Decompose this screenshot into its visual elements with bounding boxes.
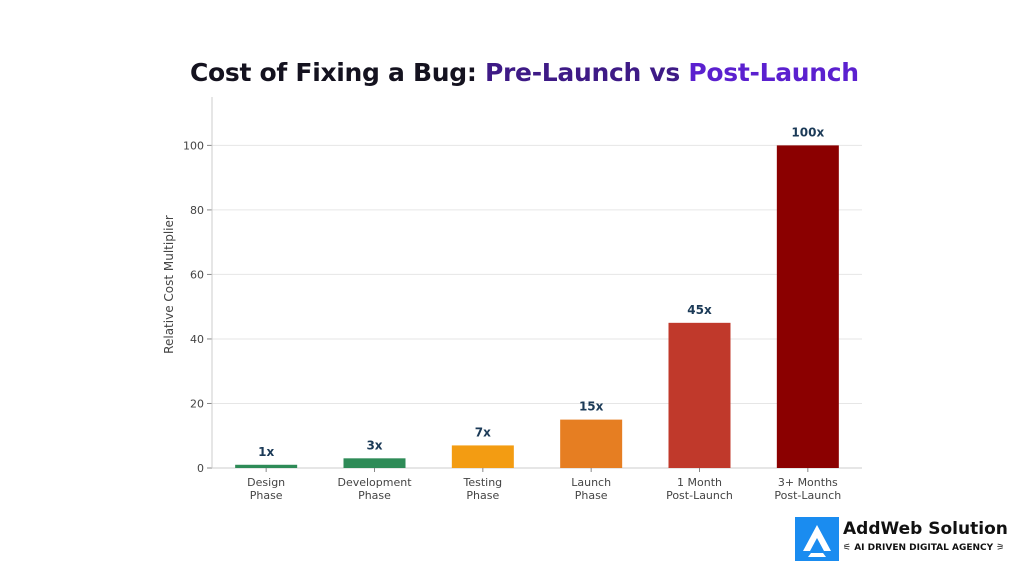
- bar-data-label: 3x: [366, 438, 382, 452]
- title-part-2: Pre-Launch vs: [484, 58, 689, 87]
- x-tick-label: 1 Month: [677, 476, 722, 489]
- x-tick-label: Phase: [358, 489, 391, 502]
- y-tick-label: 20: [190, 397, 204, 410]
- brand-block[interactable]: AddWeb Solution ⚟ AI DRIVEN DIGITAL AGEN…: [795, 515, 1017, 563]
- x-tick-label: Phase: [575, 489, 608, 502]
- y-tick-label: 100: [183, 139, 204, 152]
- y-tick-label: 0: [197, 462, 204, 475]
- bar-data-label: 1x: [258, 445, 274, 459]
- x-tick-label: Testing: [462, 476, 502, 489]
- bar: [451, 445, 514, 468]
- bar: [343, 458, 406, 468]
- x-tick-label: Post-Launch: [666, 489, 733, 502]
- y-tick-label: 40: [190, 333, 204, 346]
- x-tick-label: Launch: [571, 476, 611, 489]
- title-part-1: Cost of Fixing a Bug:: [190, 58, 485, 87]
- bar-data-label: 7x: [475, 425, 491, 439]
- x-tick-label: 3+ Months: [778, 476, 838, 489]
- x-tick-label: Development: [337, 476, 412, 489]
- bar: [668, 322, 731, 468]
- x-tick-label: Phase: [466, 489, 499, 502]
- x-tick-label: Design: [247, 476, 285, 489]
- y-tick-label: 80: [190, 204, 204, 217]
- brand-tagline: ⚟ AI DRIVEN DIGITAL AGENCY ⚞: [843, 543, 1005, 553]
- bar-data-label: 15x: [579, 400, 604, 414]
- title-part-3: Post-Launch: [688, 58, 859, 87]
- bar: [235, 464, 298, 468]
- y-tick-label: 60: [190, 268, 204, 281]
- y-axis-label: Relative Cost Multiplier: [162, 215, 176, 354]
- bar-data-label: 45x: [687, 303, 712, 317]
- bar: [560, 419, 623, 468]
- bar-data-label: 100x: [791, 125, 824, 139]
- x-tick-label: Post-Launch: [774, 489, 841, 502]
- brand-name: AddWeb Solution: [843, 519, 1008, 539]
- chart-title: Cost of Fixing a Bug: Pre-Launch vs Post…: [190, 58, 859, 87]
- brand-tagline-text: AI DRIVEN DIGITAL AGENCY: [854, 543, 994, 553]
- bar: [776, 145, 839, 469]
- x-tick-label: Phase: [250, 489, 283, 502]
- brand-logo-icon: [795, 517, 839, 561]
